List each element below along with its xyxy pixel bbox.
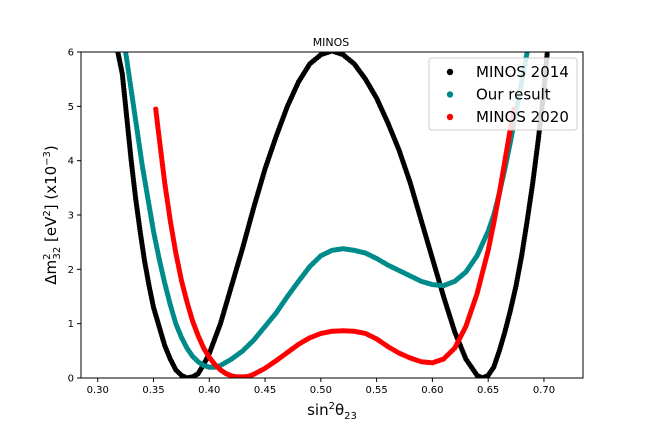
y-tick-label: 2 bbox=[68, 265, 74, 276]
y-tick-label: 5 bbox=[68, 102, 74, 113]
x-tick-label: 0.65 bbox=[477, 385, 499, 396]
legend-marker bbox=[446, 68, 454, 76]
y-tick-label: 1 bbox=[68, 319, 74, 330]
x-tick-label: 0.40 bbox=[198, 385, 220, 396]
x-tick-label: 0.70 bbox=[533, 385, 555, 396]
series-2 bbox=[153, 106, 517, 378]
legend-label: MINOS 2014 bbox=[476, 63, 569, 81]
legend-marker bbox=[446, 91, 454, 98]
chart-title: MINOS bbox=[313, 36, 350, 49]
legend: MINOS 2014 Our result MINOS 2020 bbox=[428, 57, 578, 131]
legend-label: Our result bbox=[476, 86, 551, 104]
x-tick-label: 0.55 bbox=[365, 385, 387, 396]
x-tick-label: 0.50 bbox=[310, 385, 332, 396]
legend-box bbox=[428, 57, 578, 131]
y-axis-label: Δm232 [eV2] (x10−3) bbox=[42, 145, 63, 285]
legend-marker bbox=[446, 113, 454, 121]
y-tick-label: 4 bbox=[68, 156, 74, 167]
data-point bbox=[524, 52, 530, 55]
x-tick-label: 0.60 bbox=[421, 385, 443, 396]
data-point bbox=[544, 52, 550, 55]
y-tick-label: 6 bbox=[68, 48, 74, 59]
x-tick-label: 0.35 bbox=[142, 385, 164, 396]
x-tick-label: 0.45 bbox=[254, 385, 276, 396]
y-axis: 0 1 2 3 4 5 6 bbox=[68, 48, 81, 385]
x-tick-label: 0.30 bbox=[87, 385, 109, 396]
legend-label: MINOS 2020 bbox=[476, 108, 569, 126]
x-axis-label: sin2θ23 bbox=[307, 401, 357, 422]
plot-area bbox=[80, 51, 584, 379]
x-axis: 0.30 0.35 0.40 0.45 0.50 0.55 0.60 0.65 0.70 bbox=[87, 378, 555, 396]
y-tick-label: 3 bbox=[68, 211, 74, 222]
points-layer bbox=[115, 52, 550, 378]
y-tick-label: 0 bbox=[68, 374, 74, 385]
